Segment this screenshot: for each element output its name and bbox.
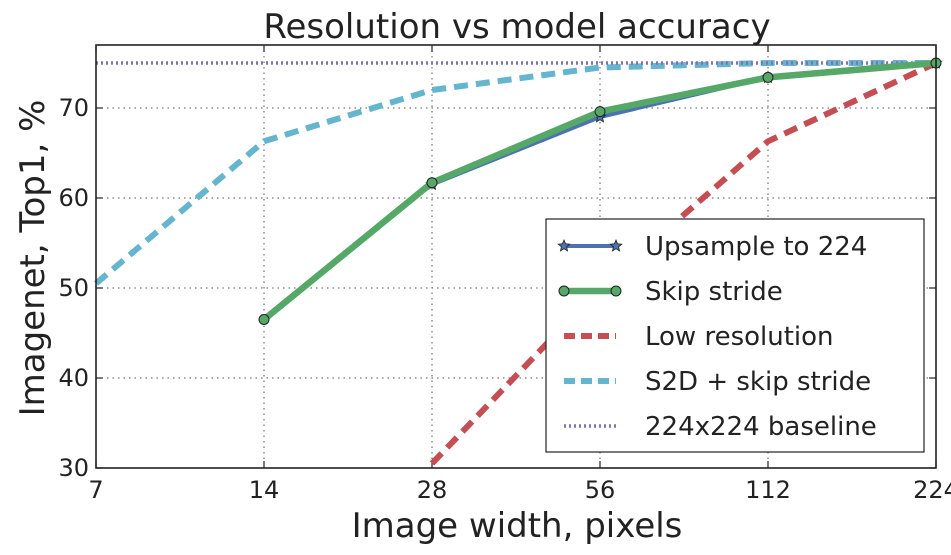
legend-label-s2d-skip-stride: S2D + skip stride [645, 367, 871, 397]
x-axis-label: Image width, pixels [352, 506, 683, 546]
x-tick-label: 224 [913, 476, 951, 504]
y-tick-label: 30 [58, 454, 89, 482]
x-tick-label: 14 [249, 476, 280, 504]
plot-frame [95, 44, 937, 469]
legend-label-224x224-baseline: 224x224 baseline [645, 412, 877, 442]
series-group [94, 55, 943, 466]
legend-marker-upsample-to-224 [609, 238, 623, 252]
x-tick-label: 7 [88, 476, 103, 504]
chart-title: Resolution vs model accuracy [263, 7, 770, 47]
data-point-skip-stride [594, 106, 606, 118]
y-axis-label: Imagenet, Top1, % [13, 100, 53, 417]
x-tick-label: 56 [585, 476, 616, 504]
data-point-skip-stride [762, 71, 774, 83]
x-tick-label: 28 [417, 476, 448, 504]
y-tick-label: 40 [58, 364, 89, 392]
data-point-skip-stride [426, 177, 438, 189]
y-tick-label: 70 [58, 94, 89, 122]
series-low-resolution [429, 60, 938, 466]
y-tick-label: 50 [58, 274, 89, 302]
legend-label-skip-stride: Skip stride [645, 277, 783, 307]
legend-marker-skip-stride [610, 285, 622, 297]
series-skip-stride [258, 57, 942, 325]
legend-label-low-resolution: Low resolution [645, 322, 834, 352]
legend-marker-upsample-to-224 [557, 238, 571, 252]
legend: Upsample to 224 Skip stride Low resolution… [545, 218, 925, 453]
legend-label-upsample-to-224: Upsample to 224 [645, 232, 867, 262]
y-tick-label: 60 [58, 184, 89, 212]
legend-marker-skip-stride [558, 285, 570, 297]
axis-ticks: 7 14 28 56 112 224 30 40 50 60 70 [58, 45, 951, 504]
data-point-skip-stride [258, 314, 270, 325]
x-tick-label: 112 [745, 476, 791, 504]
series-upsample-to-224 [425, 55, 943, 191]
series-line-low-resolution [429, 60, 938, 466]
